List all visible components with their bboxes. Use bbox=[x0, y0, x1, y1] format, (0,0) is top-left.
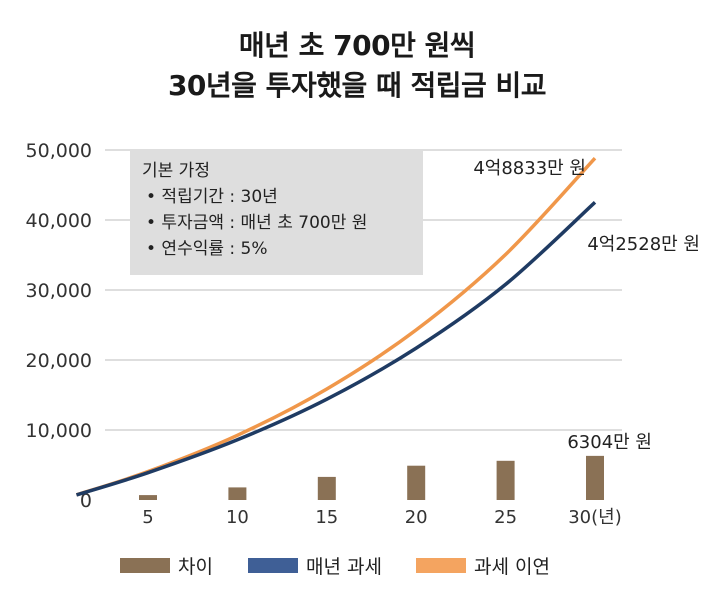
assumption-rate: • 연수익률 : 5% bbox=[146, 239, 268, 259]
legend-label-taxed: 매년 과세 bbox=[306, 556, 382, 578]
legend-item-deferred: 과세 이연 bbox=[416, 552, 550, 579]
y-tick-label-50000: 50,000 bbox=[26, 140, 92, 162]
legend-item-taxed: 매년 과세 bbox=[248, 552, 382, 579]
diff-bar-30 bbox=[586, 455, 604, 500]
assumptions-box: 기본 가정 • 적립기간 : 30년 • 투자금액 : 매년 초 700만 원 … bbox=[130, 150, 423, 275]
assumption-period: • 적립기간 : 30년 bbox=[146, 187, 278, 207]
y-axis-labels: 0 10,000 20,000 30,000 40,000 50,000 bbox=[26, 140, 92, 512]
legend-label-deferred: 과세 이연 bbox=[474, 556, 550, 578]
chart-title-line2: 30년을 투자했을 때 적립금 비교 bbox=[167, 69, 547, 102]
x-tick-label-20: 20 bbox=[405, 507, 428, 528]
x-tick-label-25: 25 bbox=[494, 507, 517, 528]
x-tick-label-30: 30(년) bbox=[568, 507, 622, 528]
y-tick-label-0: 0 bbox=[80, 490, 92, 512]
taxed-end-label: 4억2528만 원 bbox=[587, 234, 700, 255]
diff-bar-10 bbox=[228, 487, 247, 500]
series-lines bbox=[75, 156, 597, 497]
x-axis-labels: 5 10 15 20 25 30(년) bbox=[142, 507, 621, 528]
y-tick-label-20000: 20,000 bbox=[26, 350, 92, 372]
legend-item-diff: 차이 bbox=[120, 552, 213, 579]
y-tick-label-40000: 40,000 bbox=[26, 210, 92, 232]
y-tick-label-30000: 30,000 bbox=[26, 280, 92, 302]
diff-bar-5 bbox=[139, 495, 157, 500]
x-tick-label-10: 10 bbox=[226, 507, 249, 528]
x-tick-label-15: 15 bbox=[315, 507, 338, 528]
diff-end-label: 6304만 원 bbox=[567, 432, 652, 453]
chart-title-line1: 매년 초 700만 원씩 bbox=[238, 29, 476, 62]
diff-bar-25 bbox=[496, 460, 515, 500]
diff-bars bbox=[139, 455, 604, 500]
legend-swatch-taxed bbox=[248, 558, 298, 573]
legend-swatch-deferred bbox=[416, 558, 466, 573]
legend-swatch-diff bbox=[120, 558, 170, 573]
line-taxed bbox=[75, 201, 597, 497]
deferred-end-label: 4억8833만 원 bbox=[473, 158, 586, 179]
assumption-amount: • 투자금액 : 매년 초 700만 원 bbox=[146, 213, 368, 233]
diff-bar-15 bbox=[317, 476, 336, 500]
diff-bar-20 bbox=[407, 465, 426, 500]
y-tick-label-10000: 10,000 bbox=[26, 420, 92, 442]
assumptions-heading: 기본 가정 bbox=[142, 161, 210, 181]
legend: 차이 매년 과세 과세 이연 bbox=[0, 552, 714, 580]
legend-label-diff: 차이 bbox=[178, 556, 213, 578]
x-tick-label-5: 5 bbox=[142, 507, 153, 528]
